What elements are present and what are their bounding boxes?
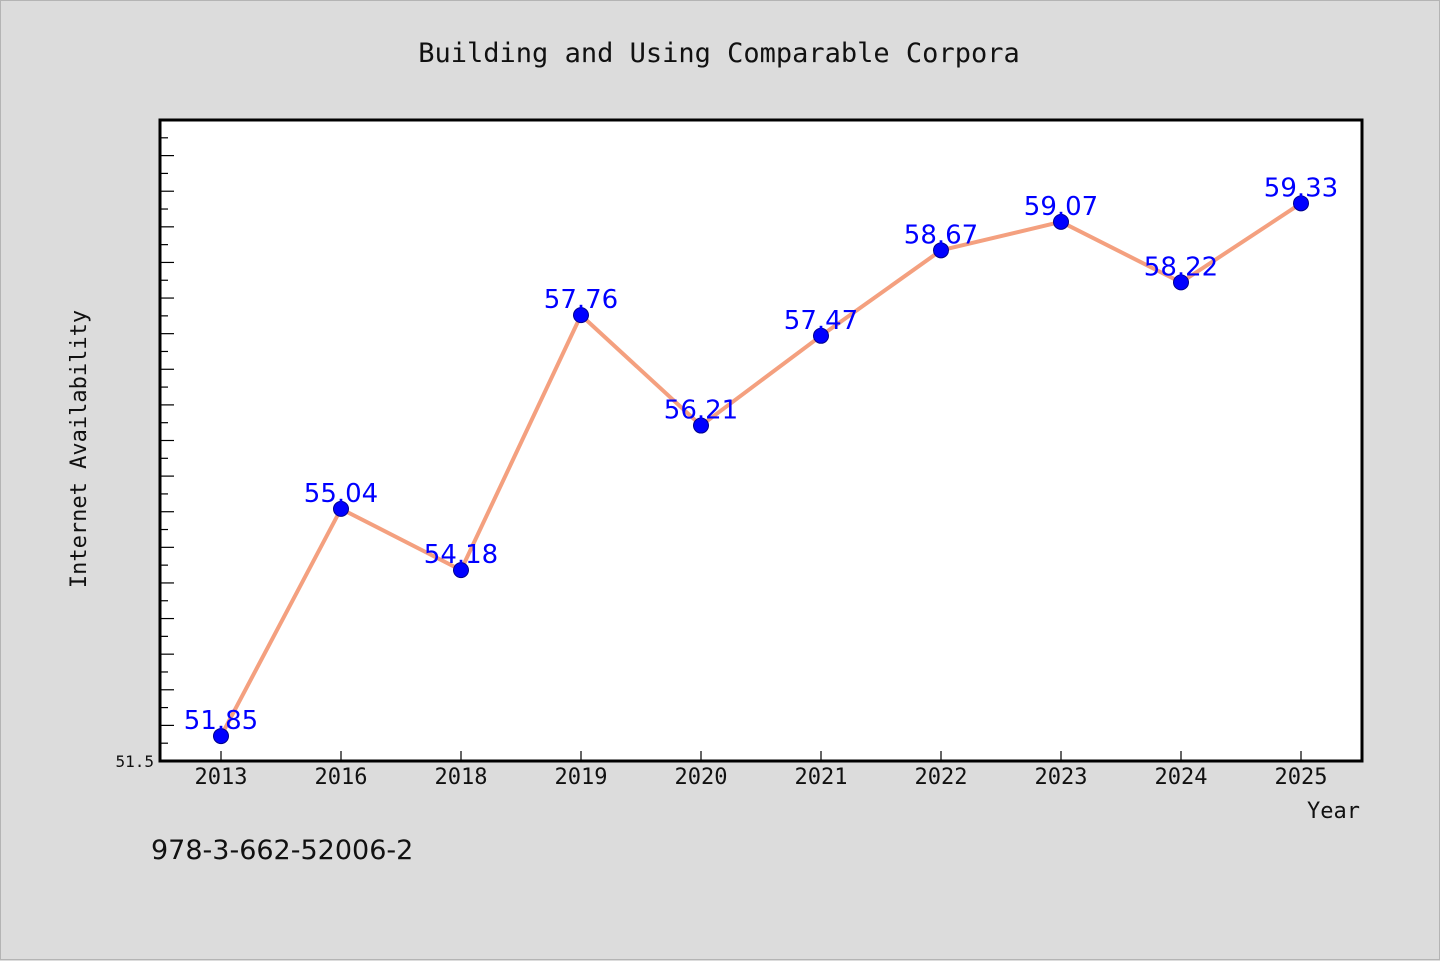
series-line (219, 201, 1303, 738)
x-tick-label: 2013 (195, 765, 248, 790)
y-axis-ticks: 51.5 (115, 119, 174, 771)
data-label: 58.67 (904, 220, 978, 250)
series-group: 51.85 55.04 54.18 57.76 56.21 57.47 58.67 59.07… (184, 173, 1338, 745)
data-label: 55.04 (304, 479, 378, 509)
data-point (1053, 213, 1069, 230)
data-point (1293, 195, 1309, 212)
data-label: 54.18 (424, 540, 498, 570)
plot-area (158, 118, 1364, 763)
data-point (453, 562, 469, 579)
chart-title: Building and Using Comparable Corpora (418, 38, 1019, 69)
x-axis-label: Year (1307, 799, 1360, 824)
x-tick-label: 2023 (1035, 765, 1088, 790)
x-tick-label: 2020 (675, 765, 728, 790)
y-axis-label: Internet Availability (67, 310, 92, 588)
data-point (333, 500, 349, 517)
data-label: 58.22 (1144, 252, 1218, 282)
x-tick-label: 2018 (435, 765, 488, 790)
data-label: 59.33 (1264, 173, 1338, 203)
x-tick-label: 2025 (1275, 765, 1328, 790)
data-point (1173, 274, 1189, 291)
data-label: 57.76 (544, 285, 618, 315)
x-axis-ticks: 2013 2016 2018 2019 2020 2021 2022 2023 2024 2025 (195, 751, 1328, 790)
data-label: 59.07 (1024, 192, 1098, 222)
data-label: 56.21 (664, 396, 738, 426)
x-tick-label: 2021 (795, 765, 848, 790)
y-tick-label: 51.5 (115, 752, 154, 771)
x-tick-label: 2019 (555, 765, 608, 790)
data-point (933, 242, 949, 259)
isbn-caption: 978-3-662-52006-2 (151, 835, 414, 866)
x-tick-label: 2016 (315, 765, 368, 790)
data-label: 51.85 (184, 706, 258, 736)
data-point (213, 728, 229, 745)
x-tick-label: 2024 (1155, 765, 1208, 790)
data-point (813, 327, 829, 344)
x-tick-label: 2022 (915, 765, 968, 790)
data-point (693, 417, 709, 434)
data-point (573, 307, 589, 324)
data-label: 57.47 (784, 306, 858, 336)
